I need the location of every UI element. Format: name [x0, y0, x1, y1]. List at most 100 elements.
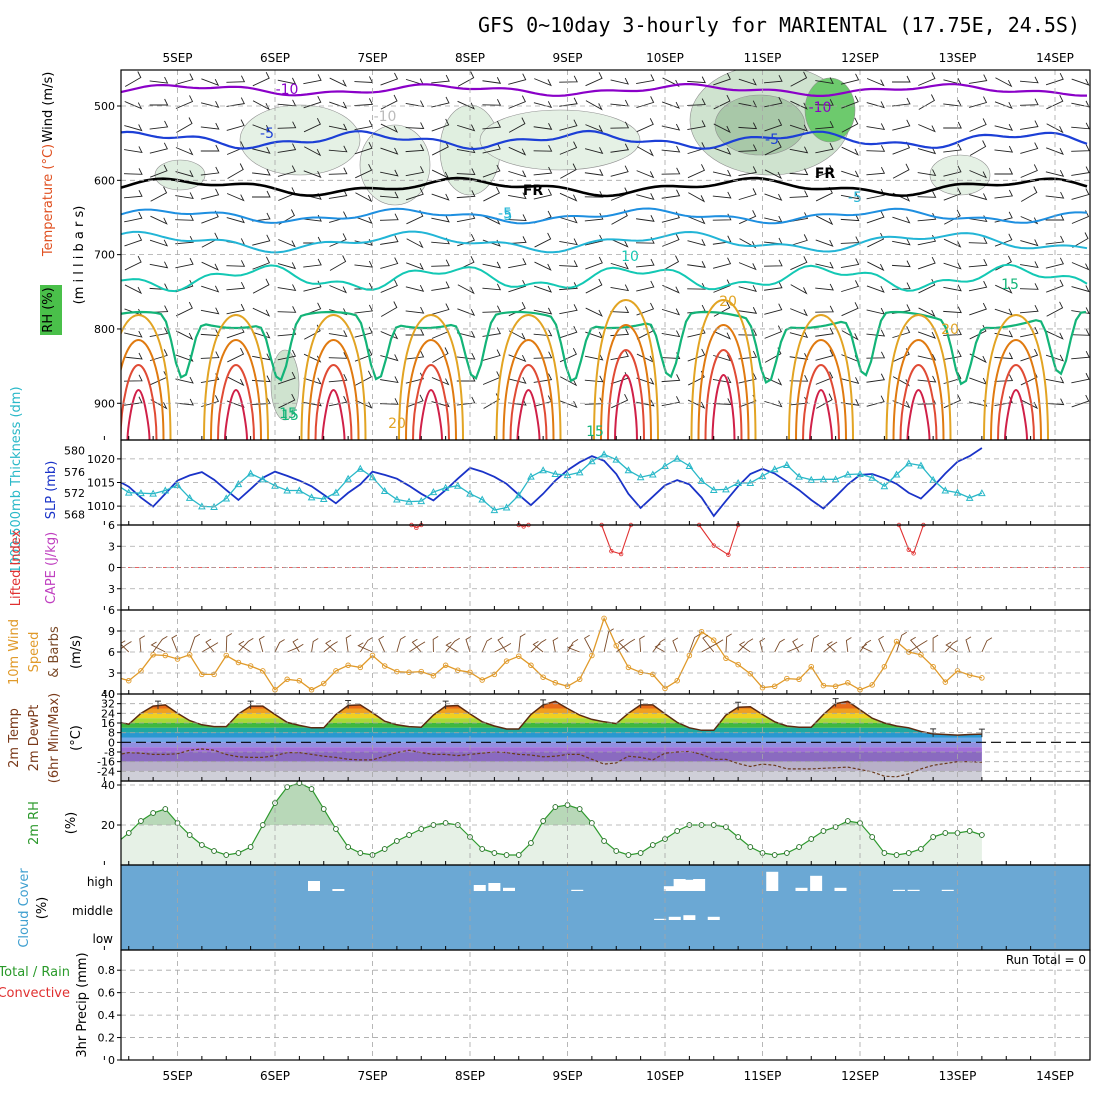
wind-barb	[559, 141, 578, 155]
rh-point	[491, 850, 498, 856]
wind-speed-point	[771, 683, 778, 690]
axis-labels: 5SEP 5SEP 6SEP 6SEP 7SEP 7SEP 8SEP 8SEP 9SEP 9SEP…	[64, 51, 1074, 1083]
wind-speed-point	[735, 661, 741, 668]
wind-barb	[149, 349, 168, 362]
wind-barb	[456, 396, 476, 406]
wind-barb	[1071, 329, 1090, 336]
lifted-index-point	[414, 525, 419, 531]
wind-speed-point	[357, 664, 364, 671]
rh-point	[247, 844, 254, 850]
wind-barb	[329, 285, 348, 294]
wind-barb	[764, 169, 783, 180]
thickness-marker	[880, 482, 889, 490]
wind-barb	[969, 302, 987, 316]
isotherm-20-plume	[509, 363, 548, 440]
pressure-tick-label: 500	[94, 100, 115, 113]
isotherm-minus5	[121, 129, 1088, 151]
cloud-bar	[663, 886, 676, 891]
wind-barb	[738, 78, 757, 86]
wind-barb	[968, 280, 988, 292]
wind-barb	[226, 119, 245, 131]
wind-barb	[354, 98, 374, 107]
stability-tick-label: 3	[108, 583, 115, 596]
x-tick-label-top: 8SEP	[455, 51, 485, 65]
rh-point	[540, 818, 546, 824]
wind-barb	[175, 301, 193, 317]
wind-barb	[354, 348, 373, 362]
wind-barb	[636, 118, 654, 133]
wind-barb	[891, 260, 911, 268]
wind-barb	[995, 77, 1013, 88]
wind-speed-point	[90, 660, 95, 665]
thickness-marker	[295, 486, 304, 494]
wind-barb	[815, 305, 834, 313]
wind-barb	[150, 399, 168, 410]
stability-tick-label: 0	[108, 562, 115, 575]
wind-barb	[1020, 326, 1039, 338]
cloud-bar	[893, 889, 905, 891]
wind-tick-label: 3	[108, 667, 115, 680]
thickness-marker	[246, 469, 255, 477]
wind-barb	[738, 285, 757, 293]
lifted-index-point	[609, 549, 614, 554]
wind-barb-10m	[603, 628, 614, 653]
wind-barb-10m	[567, 644, 580, 653]
thickness-marker	[89, 469, 95, 475]
wind-barb	[636, 193, 655, 201]
wind-barb	[969, 96, 988, 108]
wind-barb	[840, 377, 860, 385]
wind-barb	[328, 123, 348, 131]
wind-speed-point	[125, 677, 132, 684]
wind-speed-point	[235, 659, 242, 666]
thickness-marker	[685, 461, 694, 470]
thickness-marker	[917, 461, 925, 469]
wind-barb	[866, 351, 886, 359]
contour-label: -10	[374, 109, 397, 125]
cloud-bar	[834, 887, 847, 891]
wind-barb	[815, 349, 834, 361]
wind-barb	[815, 164, 834, 178]
rh-point	[735, 834, 741, 840]
wind-barb	[584, 234, 604, 246]
wind-barb	[1019, 305, 1039, 314]
cloud-bar	[503, 887, 515, 891]
wind-barb	[815, 327, 834, 337]
temp-tick-label: 24	[101, 707, 115, 720]
rh-point	[808, 836, 815, 842]
wind-barb	[482, 371, 501, 385]
thickness-marker	[393, 495, 401, 503]
max-temp-marker	[637, 699, 644, 708]
wind-barb	[1020, 348, 1039, 362]
wind-barb	[917, 331, 936, 339]
wind-speed-point	[150, 652, 156, 658]
wind-speed-point	[199, 671, 205, 678]
wind-barb	[329, 101, 348, 109]
wind-barb	[713, 72, 731, 86]
wind-barb	[201, 78, 220, 87]
wind-barb	[891, 282, 911, 290]
wind-barb	[457, 124, 476, 132]
rh-point	[796, 844, 802, 850]
wind-barb	[175, 170, 194, 178]
wind-speed-point	[601, 615, 607, 622]
max-temp-marker	[155, 700, 161, 710]
thickness-marker	[673, 454, 682, 462]
chart-title: GFS 0~10day 3-hourly for MARIENTAL (17.7…	[478, 13, 1080, 37]
wind-barb-10m	[896, 631, 907, 653]
cloud-unit-label: (%)	[35, 897, 50, 920]
wind-barb	[200, 166, 220, 176]
wind-barb	[431, 377, 450, 386]
wind-barb	[405, 188, 424, 201]
wind-barb	[712, 169, 732, 177]
wind-barb	[457, 308, 476, 317]
wind-barb	[764, 325, 782, 339]
wind-barb	[661, 145, 681, 153]
wind-barb	[918, 94, 935, 110]
wind-speed-point	[832, 683, 839, 690]
wind-speed-point	[308, 687, 315, 693]
x-tick-label-bottom: 8SEP	[455, 1069, 485, 1083]
precip-tick-label: 0	[108, 1054, 115, 1067]
wind-barb	[149, 327, 169, 338]
contour-label: 15	[281, 408, 299, 424]
wind-barb	[277, 77, 297, 85]
